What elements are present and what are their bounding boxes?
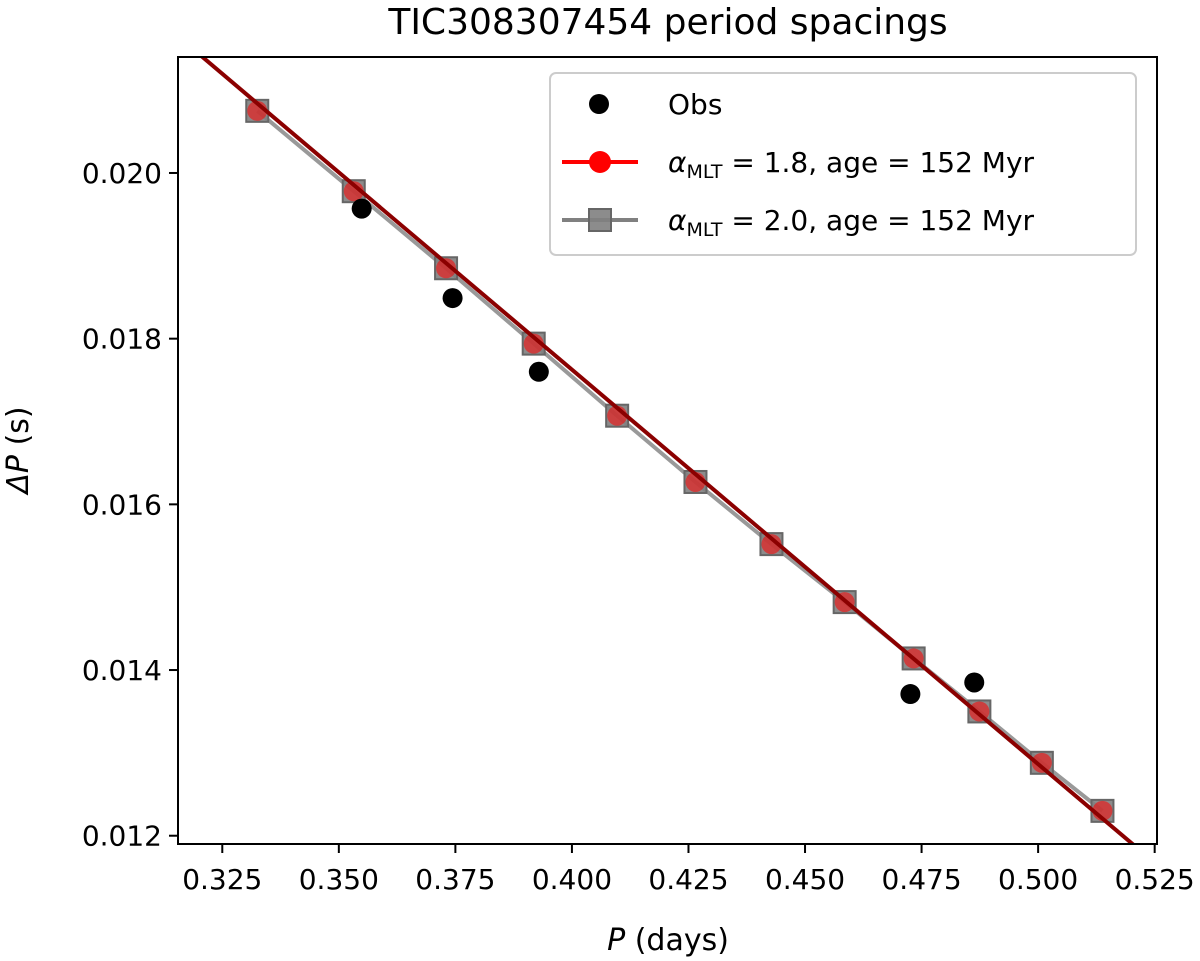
legend-marker-alpha20 [588,208,612,232]
series-alpha18-point [761,534,782,555]
x-axis-label-unit: (days) [625,923,729,958]
series-obs-point [964,672,985,693]
plot-area [199,57,1136,844]
legend-alpha20-greek: α [668,204,687,237]
series-alpha18-line [199,57,1136,844]
y-axis-label-var: ΔP [1,454,36,496]
legend: Obs αMLT = 1.8, age = 152 Myr αMLT = 2.0… [549,72,1137,256]
x-axis-label: P (days) [607,923,729,958]
legend-alpha18-sub: MLT [686,161,722,183]
y-tick-label: 0.012 [82,820,162,853]
series-obs-point [351,198,372,219]
y-axis-label-unit: (s) [1,406,36,455]
x-tick-label: 0.500 [998,863,1078,896]
y-tick-label: 0.014 [82,654,162,687]
y-tick-label: 0.016 [82,488,162,521]
series-alpha18-point [343,181,364,202]
series-obs-point [442,288,463,309]
legend-label-alpha20: αMLT = 2.0, age = 152 Myr [668,204,1035,241]
series-obs-point [900,684,921,705]
legend-alpha20-rest: = 2.0, age = 152 Myr [722,204,1034,237]
series-alpha18-point [1031,752,1052,773]
series-alpha18-point [523,333,544,354]
y-axis-label: ΔP (s) [1,406,36,495]
legend-box [549,72,1137,256]
legend-label-alpha18: αMLT = 1.8, age = 152 Myr [668,146,1035,183]
legend-marker-alpha18 [589,151,611,173]
legend-label-obs: Obs [668,88,722,121]
y-tick-label: 0.020 [82,157,162,190]
legend-marker-obs [589,94,609,114]
x-tick-label: 0.425 [648,863,728,896]
chart-title: TIC308307454 period spacings [387,2,947,43]
x-tick-label: 0.350 [299,863,379,896]
x-tick-label: 0.375 [415,863,495,896]
x-tick-label: 0.325 [182,863,262,896]
x-axis-label-var: P [607,923,626,958]
legend-alpha20-sub: MLT [686,219,722,241]
plot-frame [177,56,1158,845]
ticks-layer: 0.325 0.350 0.375 0.400 0.425 0.450 0.475 0.500… [82,157,1195,896]
x-tick-label: 0.400 [532,863,612,896]
legend-alpha18-rest: = 1.8, age = 152 Myr [722,146,1034,179]
legend-alpha18-greek: α [668,146,687,179]
x-tick-label: 0.450 [765,863,845,896]
x-tick-label: 0.525 [1115,863,1195,896]
x-tick-label: 0.475 [881,863,961,896]
series-obs-point [528,361,549,382]
y-tick-label: 0.018 [82,323,162,356]
series-alpha18-point [436,258,457,279]
